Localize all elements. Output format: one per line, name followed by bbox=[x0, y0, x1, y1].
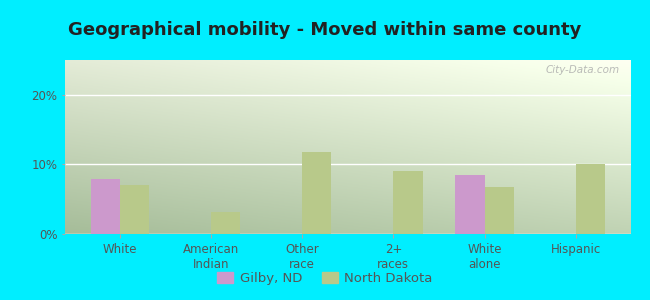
Bar bbox=[456, 175, 484, 234]
Text: City-Data.com: City-Data.com bbox=[545, 65, 619, 75]
Bar bbox=[393, 171, 422, 234]
Bar bbox=[302, 152, 332, 234]
Bar bbox=[120, 185, 149, 234]
Bar bbox=[484, 187, 514, 234]
Bar bbox=[211, 212, 240, 234]
Bar bbox=[90, 179, 120, 234]
Legend: Gilby, ND, North Dakota: Gilby, ND, North Dakota bbox=[212, 267, 438, 290]
Text: Geographical mobility - Moved within same county: Geographical mobility - Moved within sam… bbox=[68, 21, 582, 39]
Bar bbox=[576, 164, 605, 234]
